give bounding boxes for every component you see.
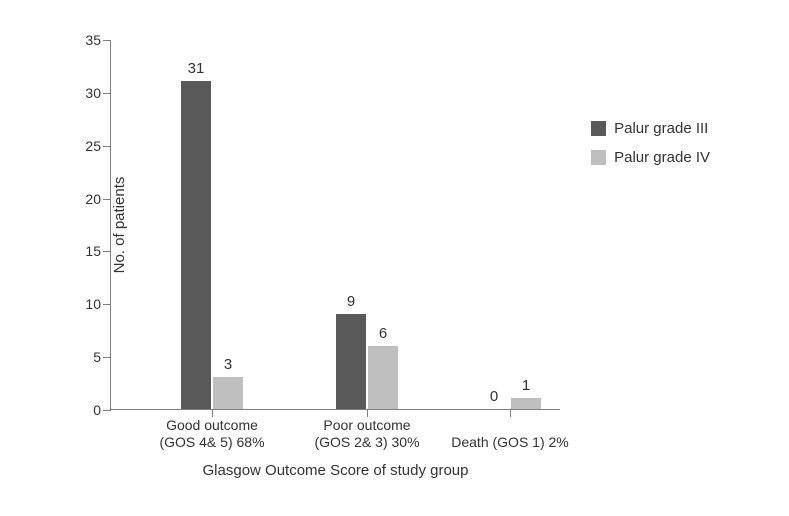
legend-item: Palur grade III [591, 120, 710, 137]
bar-value-label: 0 [490, 388, 498, 405]
y-tick [103, 146, 111, 147]
legend-item: Palur grade IV [591, 149, 710, 166]
bar [213, 377, 243, 409]
y-tick [103, 357, 111, 358]
y-tick-label: 15 [76, 243, 101, 259]
bar [511, 398, 541, 409]
y-tick [103, 251, 111, 252]
x-tick [212, 409, 213, 417]
y-tick-label: 25 [76, 138, 101, 154]
y-tick [103, 304, 111, 305]
bar-value-label: 31 [188, 60, 205, 77]
bar [181, 81, 211, 409]
legend: Palur grade III Palur grade IV [591, 120, 710, 178]
y-axis-label: No. of patients [111, 176, 128, 273]
y-tick-label: 30 [76, 85, 101, 101]
legend-label: Palur grade IV [614, 149, 710, 166]
bar [336, 314, 366, 409]
x-tick [367, 409, 368, 417]
legend-swatch [591, 121, 606, 136]
x-axis-label: Glasgow Outcome Score of study group [203, 462, 469, 479]
y-tick [103, 410, 111, 411]
legend-label: Palur grade III [614, 120, 708, 137]
y-tick-label: 35 [76, 32, 101, 48]
plot-area: No. of patients Glasgow Outcome Score of… [110, 40, 560, 410]
y-tick-label: 5 [76, 349, 101, 365]
legend-swatch [591, 150, 606, 165]
x-tick-label: Good outcome(GOS 4& 5) 68% [159, 417, 264, 451]
y-tick [103, 93, 111, 94]
bar-value-label: 3 [224, 356, 232, 373]
bar-value-label: 9 [347, 293, 355, 310]
bar-value-label: 6 [379, 325, 387, 342]
bar-chart: No. of patients Glasgow Outcome Score of… [60, 30, 740, 470]
bar [368, 346, 398, 409]
bar-value-label: 1 [522, 377, 530, 394]
y-tick [103, 199, 111, 200]
y-tick [103, 40, 111, 41]
x-tick-label: Death (GOS 1) 2% [451, 434, 569, 451]
y-tick-label: 10 [76, 296, 101, 312]
y-tick-label: 20 [76, 191, 101, 207]
x-tick [510, 409, 511, 417]
y-tick-label: 0 [76, 402, 101, 418]
x-tick-label: Poor outcome(GOS 2& 3) 30% [314, 417, 419, 451]
